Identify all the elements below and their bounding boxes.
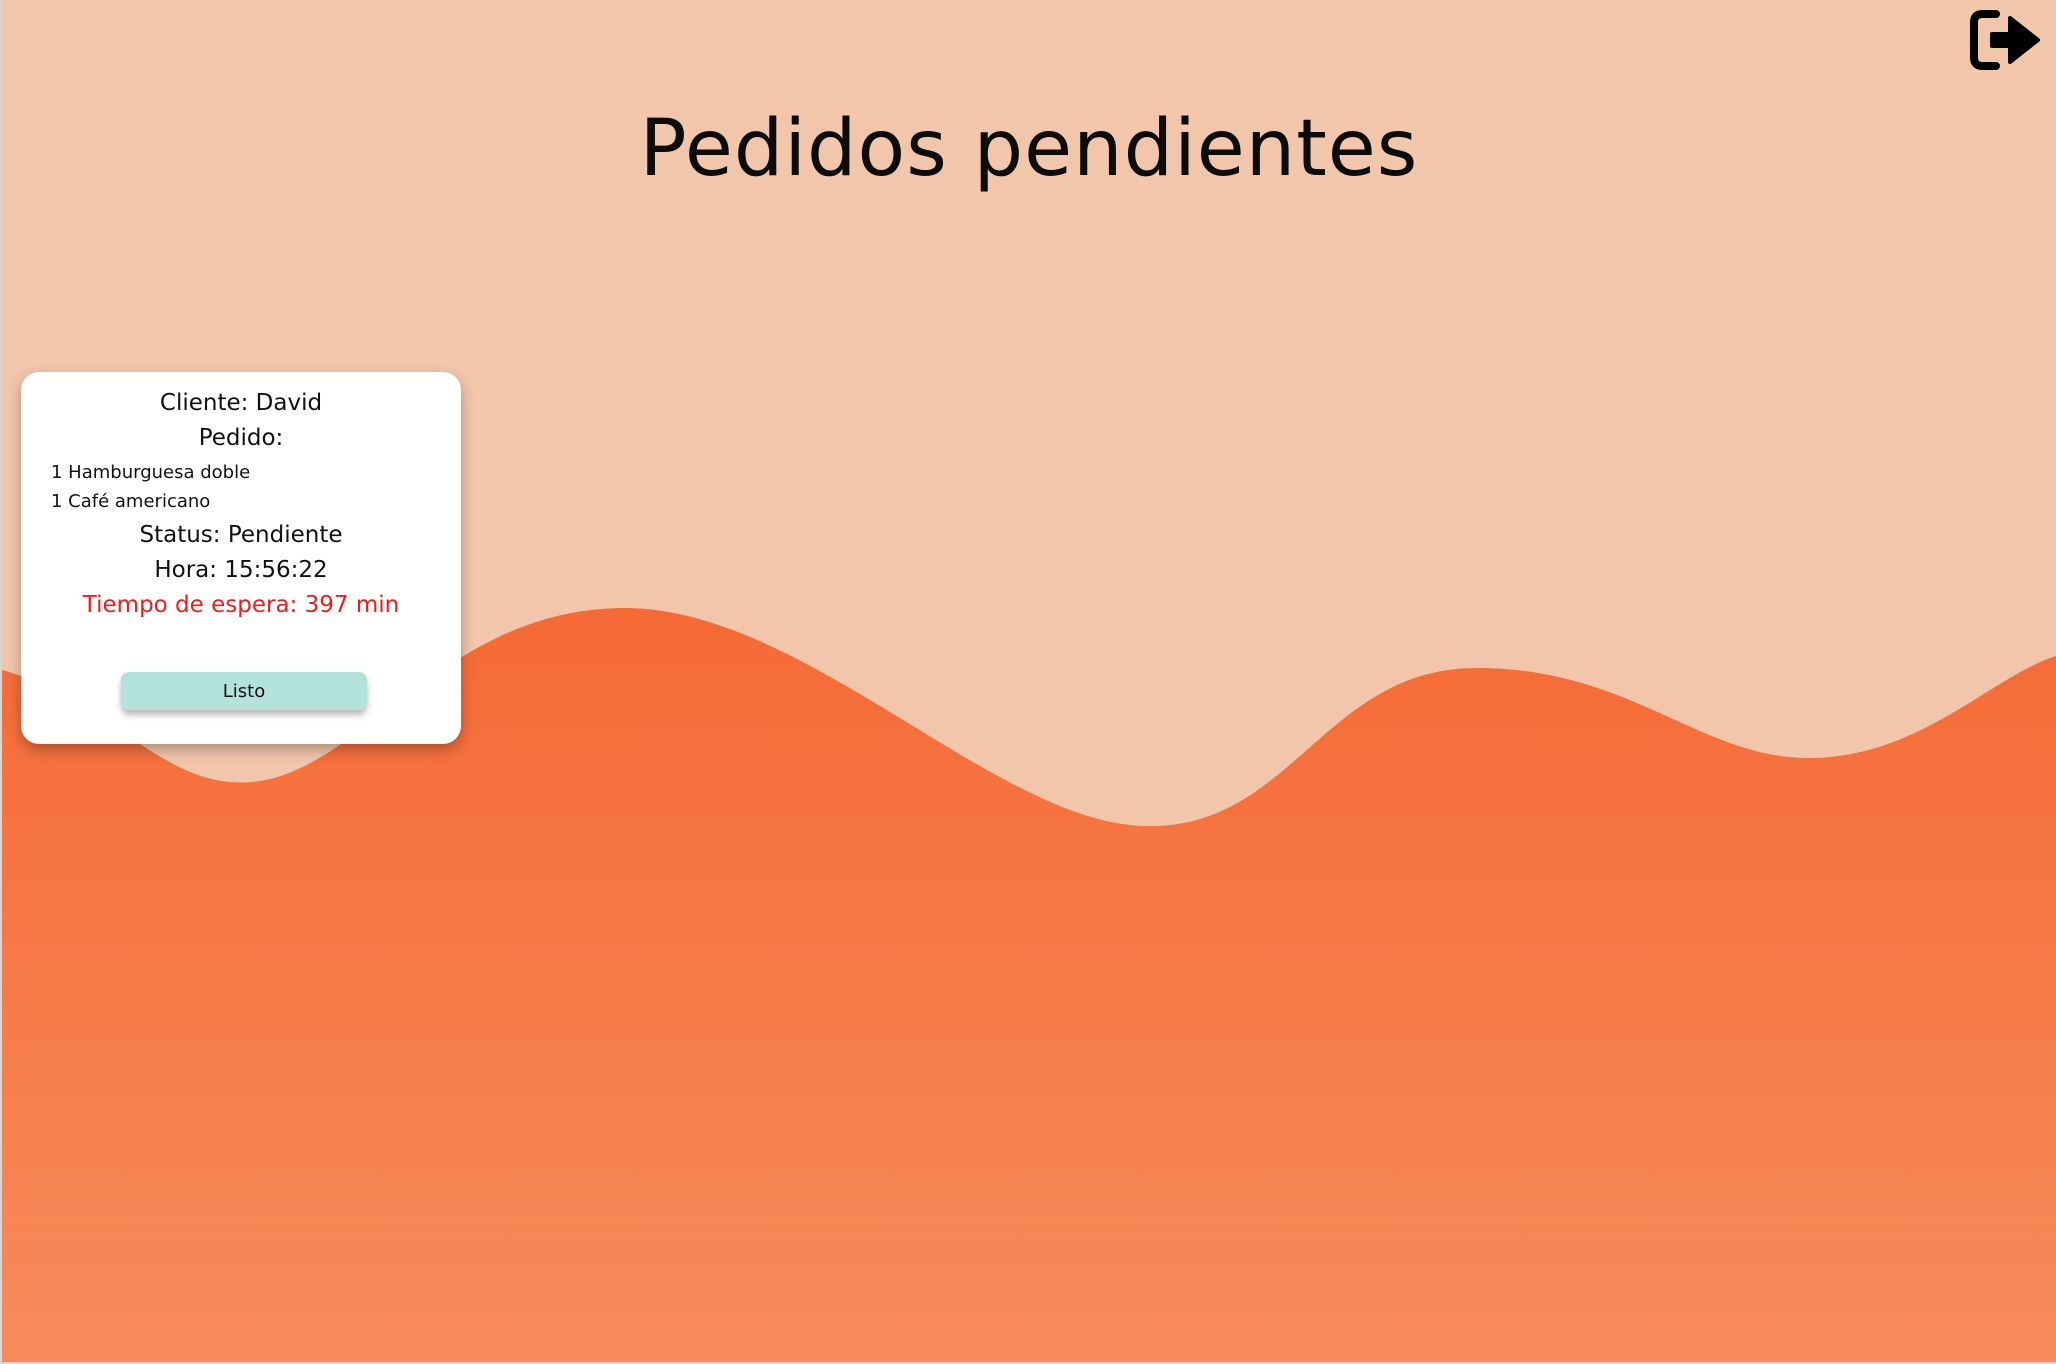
order-status: Status: Pendiente — [139, 522, 343, 548]
order-time: Hora: 15:56:22 — [154, 557, 328, 583]
order-items: 1 Hamburguesa doble 1 Café americano — [51, 458, 461, 516]
order-card: Cliente: David Pedido: 1 Hamburguesa dob… — [21, 372, 461, 744]
wait-time: Tiempo de espera: 397 min — [82, 592, 400, 618]
sign-out-icon — [1970, 10, 2040, 70]
order-item: 1 Hamburguesa doble — [51, 462, 251, 483]
ready-button[interactable]: Listo — [121, 672, 367, 710]
client-name: Cliente: David — [159, 390, 323, 416]
page-title: Pedidos pendientes — [639, 104, 1419, 194]
order-item: 1 Café americano — [51, 491, 211, 512]
order-label: Pedido: — [198, 425, 284, 451]
logout-button[interactable] — [1970, 8, 2042, 72]
